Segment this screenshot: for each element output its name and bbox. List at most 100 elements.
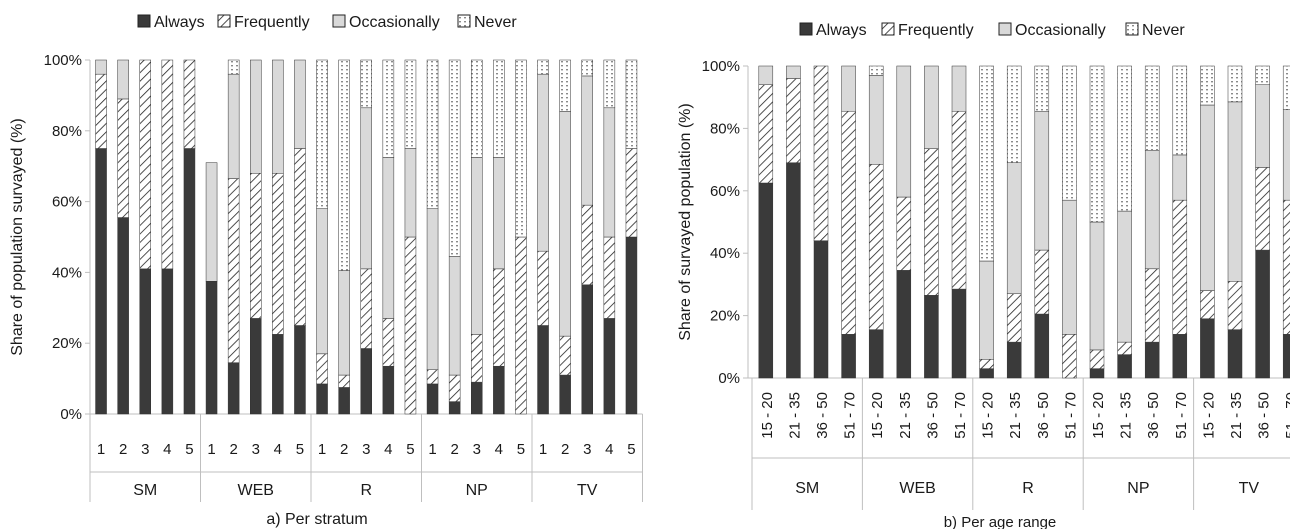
bar-segment-always <box>1006 341 1022 379</box>
bar-segment-occasionally <box>1006 162 1022 295</box>
bar-segment-always <box>979 368 994 379</box>
bar-segment-always <box>250 318 262 415</box>
bar-segment-occasionally <box>1144 149 1160 270</box>
legend-item-frequently-b: Frequently <box>881 22 974 39</box>
bar-segment-always <box>316 383 328 415</box>
category-label: 4 <box>605 441 613 458</box>
bar-segment-frequently <box>1200 290 1215 319</box>
bar-segment-never <box>868 65 884 76</box>
bar-segment-always <box>868 329 884 379</box>
category-label: 51 - 70 <box>842 392 859 439</box>
category-label: 2 <box>229 441 237 458</box>
category-label: 3 <box>473 441 481 458</box>
bar-segment-frequently <box>786 78 801 163</box>
bar-segment-frequently <box>1282 199 1290 335</box>
bar-segment-always <box>205 281 218 415</box>
category-label: 2 <box>119 441 127 458</box>
bar-segment-frequently <box>1117 341 1132 355</box>
y-tick-label: 100% <box>44 52 82 69</box>
legend-label-always: Always <box>154 14 205 31</box>
bar-segment-always <box>813 240 829 379</box>
bar-segment-occasionally <box>559 111 571 337</box>
legend-item-occasionally: Occasionally <box>332 14 440 31</box>
category-label: 36 - 50 <box>814 392 831 439</box>
category-label: 4 <box>163 441 171 458</box>
legend-item-always: Always <box>137 14 205 31</box>
bar-segment-never <box>382 59 395 158</box>
y-axis-label: Share of survayed population (%) <box>677 103 694 340</box>
legend-right: Always Frequently Occasionally Never <box>799 22 1185 39</box>
bar-segment-frequently <box>979 359 994 369</box>
bar-segment-never <box>537 59 549 75</box>
legend-swatch-occasionally-b <box>998 22 1012 36</box>
bar-segment-always <box>1144 341 1160 379</box>
bars <box>95 59 638 415</box>
category-label: 2 <box>561 441 569 458</box>
caption-left: a) Per stratum <box>266 511 367 528</box>
bar-segment-always <box>1200 318 1215 379</box>
bar-segment-always <box>183 148 196 415</box>
bar-segment-never <box>603 59 616 109</box>
bar-segment-never <box>448 59 461 257</box>
category-label: 36 - 50 <box>1035 392 1052 439</box>
legend-item-never: Never <box>457 14 517 31</box>
bar-segment-occasionally <box>1200 104 1215 291</box>
category-label: 1 <box>97 441 105 458</box>
bar-segment-frequently <box>1255 167 1270 251</box>
bar-segment-frequently <box>559 335 571 376</box>
bar-segment-never <box>1200 65 1215 106</box>
bar-segment-always <box>227 362 240 415</box>
bar-segment-always <box>625 236 638 415</box>
bar-segment-occasionally <box>294 59 306 149</box>
bar-segment-occasionally <box>426 208 439 370</box>
bar-segment-frequently <box>1006 293 1022 343</box>
category-label: 51 - 70 <box>952 392 969 439</box>
bar-segment-always <box>426 383 439 415</box>
bar-segment-frequently <box>338 374 350 388</box>
bar-segment-never <box>360 59 372 109</box>
bar-segment-always <box>272 334 284 415</box>
legend-swatch-frequently <box>217 14 231 28</box>
y-axis-label: Share of population survayed (%) <box>9 118 26 355</box>
bar-segment-always <box>758 182 774 379</box>
legend-item-frequently: Frequently <box>217 14 310 31</box>
bar-segment-never <box>404 59 417 149</box>
bar-segment-always <box>1034 313 1050 379</box>
bar-segment-occasionally <box>227 73 240 179</box>
y-tick-label: 20% <box>52 335 82 352</box>
bar-segment-occasionally <box>493 157 505 270</box>
bar-segment-always <box>360 348 372 415</box>
bars <box>758 65 1290 379</box>
category-label: 3 <box>362 441 370 458</box>
bar-segment-frequently <box>404 236 417 415</box>
group-label-r: R <box>360 482 372 499</box>
chart-per-age-range: 0% 20% 40% 60% 80% 100% Share of survayed popu… <box>677 58 1290 510</box>
y-tick-label: 60% <box>710 183 740 200</box>
bar-segment-never <box>979 65 994 262</box>
bar-segment-frequently <box>493 268 505 367</box>
bar-segment-occasionally <box>537 73 549 252</box>
y-tick-label: 20% <box>710 308 740 325</box>
bar-segment-never <box>515 59 527 238</box>
bar-segment-never <box>581 59 593 77</box>
category-label: 5 <box>627 441 635 458</box>
category-label: 3 <box>141 441 149 458</box>
category-label: 5 <box>296 441 304 458</box>
y-tick-label: 0% <box>60 406 82 423</box>
bar-segment-frequently <box>1227 281 1243 330</box>
category-label: 21 - 35 <box>1007 392 1024 439</box>
legend-left: Always Frequently Occasionally Never <box>137 14 517 31</box>
bar-segment-frequently <box>924 148 939 296</box>
bar-segment-always <box>95 148 107 415</box>
bar-segment-occasionally <box>1227 101 1243 282</box>
y-tick-label: 60% <box>52 194 82 211</box>
bar-segment-always <box>1282 334 1290 379</box>
bar-segment-always <box>1172 334 1188 379</box>
group-label-np: NP <box>466 482 488 499</box>
bar-segment-never <box>1006 65 1022 163</box>
y-tick-label: 0% <box>718 370 740 387</box>
bar-segment-never <box>1062 65 1077 201</box>
legend-label-always-b: Always <box>816 22 867 39</box>
bar-segment-frequently <box>139 59 151 270</box>
